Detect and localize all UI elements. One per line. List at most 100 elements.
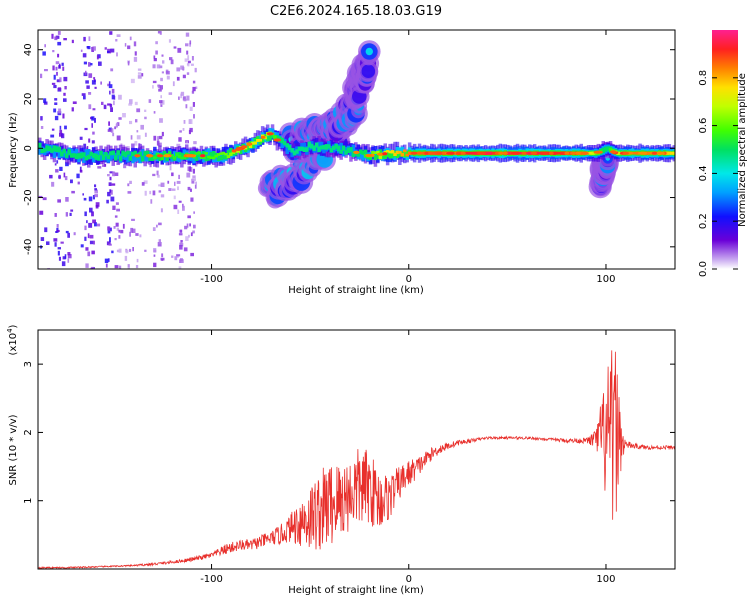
spectrogram-ridge-band [111,152,115,159]
spectrogram-speckle [87,46,91,50]
spectrogram-ridge-band [537,151,542,155]
spectrogram-speckle [182,203,184,208]
spectrogram-ridge-band [363,149,368,154]
spectrogram-ridge-band [322,146,326,154]
spectrogram-ridge-band [91,153,96,163]
spectrogram-speckle [187,60,191,64]
spectrogram-speckle [127,264,130,268]
spectrogram-speckle [157,174,160,178]
spectrogram-ridge-band [312,138,316,152]
spectrogram-speckle [178,233,183,236]
spectrogram-speckle [57,41,62,46]
spectrogram-ridge-band [221,155,226,160]
spectrogram-speckle [137,68,142,71]
spectrogram-speckle [111,250,114,254]
x-tick-label: 0 [406,574,412,585]
spectrogram-speckle [118,235,121,239]
spectrogram-ridge-band [99,152,103,161]
spectrogram-ridge-band [283,141,287,146]
spectrogram-ridge-band [155,152,160,156]
spectrogram-ridge-band [290,148,294,153]
spectrogram-speckle [109,189,113,195]
spectrogram-ridge-band [52,145,57,152]
spectrogram-speckle [53,108,57,113]
spectrogram-ridge-band [339,149,343,154]
spectrogram-speckle [185,43,189,47]
spectrogram-speckle [94,184,97,188]
colorbar-tick-label: 0.4 [698,165,709,181]
spectrogram-speckle [86,85,90,89]
spectrogram-ridge-band [72,153,76,158]
spectrogram-ridge-band [185,152,189,156]
spectrogram-ridge-band [162,153,167,163]
spectrogram-ridge-peak [446,151,455,155]
spectrogram-ridge-band [96,155,101,161]
spectrogram-speckle [104,47,107,50]
spectrogram-ridge-band [383,154,387,159]
spectrogram-speckle [153,254,156,257]
spectrogram-ridge-band [356,151,360,157]
spectrogram-speckle [107,103,111,106]
spectrogram-speckle [129,120,133,125]
spectrogram-ridge-band [128,151,133,160]
spectrogram-ridge-band [52,150,57,158]
spectrogram-speckle [38,195,43,198]
spectrogram-speckle [72,101,77,104]
spectrogram-ridge-band [329,140,334,151]
spectrogram-speckle [55,231,57,233]
spectrogram-ridge-band [258,140,262,145]
spectrogram-speckle [118,248,122,253]
spectrogram-ridge-band [109,151,113,156]
spectrogram-ridge-band [361,150,365,155]
spectrogram-ridge-band [89,151,93,157]
spectrogram-ridge-band [180,156,184,160]
spectrogram-ridge-band [212,151,216,157]
spectrogram-speckle [88,36,91,41]
y-tick-label: 2 [23,429,34,435]
spectrogram-ridge-band [400,146,405,155]
spectrogram-speckle [158,222,162,226]
spectrogram-speckle [177,47,182,53]
colorbar-gradient [712,30,738,269]
spectrogram-speckle [122,113,126,118]
spectrogram-speckle [160,95,162,99]
spectrogram-speckle [189,223,191,227]
spectrogram-ridge-band [559,151,564,155]
spectrogram-speckle [89,234,94,239]
spectrogram-speckle [129,36,132,41]
spectrogram-ridge-band [432,151,436,155]
spectrogram-ridge-band [170,154,174,157]
spectrogram-speckle [92,46,96,51]
colorbar-ticks: 0.0 0.2 0.4 0.6 0.8 [698,70,738,277]
spectrogram-ridge-band [606,146,610,151]
spectrogram-ridge-band [672,151,675,155]
spectrogram-speckle [156,64,161,69]
spectrogram-speckle [88,92,92,95]
spectrogram-speckle [173,204,178,210]
spectrogram-speckle [84,236,87,241]
spectrogram-ridge-band [87,149,91,159]
spectrogram-y-label: Frequency (Hz) [8,112,19,188]
spectrogram-speckle [79,166,82,172]
spectrogram-ridge-band [204,152,209,155]
spectrogram-ridge-band [635,151,640,155]
spectrogram-speckle [148,99,152,103]
spectrogram-speckle [158,184,162,187]
spectrogram-ridge-band [126,150,130,155]
spectrogram-speckle [56,71,58,76]
spectrogram-ridge-band [358,151,363,159]
spectrogram-speckle [189,166,191,172]
spectrogram-ridge-band [153,156,157,160]
spectrogram-speckle [157,136,159,141]
spectrogram-ridge-band [182,156,187,160]
spectrogram-speckle [114,172,119,176]
spectrogram-speckle [88,62,91,67]
spectrogram-speckle [169,57,173,61]
spectrogram-speckle [127,183,130,187]
spectrogram-speckle [183,120,186,124]
spectrogram-speckle [176,76,180,81]
spectrogram-speckle [97,54,101,59]
spectrogram-speckle [186,172,191,178]
spectrogram-ridge-band [172,151,177,158]
